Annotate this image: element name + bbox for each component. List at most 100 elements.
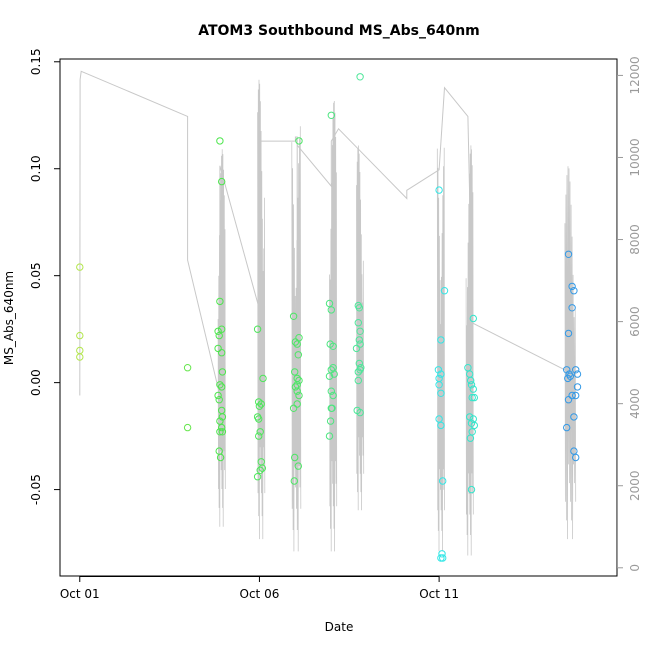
data-point	[356, 327, 364, 335]
data-point	[257, 400, 265, 408]
data-point	[325, 372, 334, 380]
data-point	[354, 376, 362, 385]
data-point	[356, 73, 364, 81]
data-point	[218, 349, 226, 357]
data-point	[568, 304, 576, 312]
data-point	[326, 417, 335, 425]
data-point	[291, 453, 299, 462]
altitude-series	[79, 70, 577, 556]
data-point	[289, 312, 298, 320]
data-point	[290, 477, 298, 485]
altitude-burst-line	[436, 147, 445, 552]
data-point	[327, 306, 335, 314]
altitude-burst-line	[329, 100, 338, 552]
data-point	[354, 319, 362, 327]
data-point	[572, 453, 580, 462]
data-point	[437, 554, 445, 562]
data-point	[216, 137, 224, 145]
data-point	[327, 387, 335, 395]
data-point	[564, 374, 572, 383]
altitude-line	[79, 70, 567, 396]
data-point	[259, 374, 267, 383]
data-point	[572, 391, 580, 400]
data-point	[434, 366, 443, 374]
y2-tick-label: 0	[628, 564, 642, 572]
data-point	[218, 368, 227, 376]
data-point	[437, 421, 445, 430]
data-point	[564, 396, 573, 404]
chart-title: ATOM3 Southbound MS_Abs_640nm	[198, 23, 480, 39]
data-point	[294, 351, 302, 359]
data-point	[216, 453, 225, 462]
y2-tick-label: 12000	[628, 56, 642, 94]
data-point	[76, 353, 84, 361]
data-point	[356, 408, 364, 417]
x-tick-label: Oct 01	[60, 587, 100, 601]
data-point	[327, 111, 335, 120]
data-point	[329, 391, 337, 400]
y-tick-label: 0.15	[29, 48, 43, 75]
data-point	[214, 344, 222, 353]
data-point	[437, 370, 445, 378]
data-point	[216, 428, 224, 436]
y-tick-label: 0.05	[29, 262, 43, 289]
data-point	[437, 389, 445, 397]
data-point	[258, 464, 266, 472]
data-point	[467, 485, 476, 494]
data-point	[218, 428, 227, 436]
x-tick-label: Oct 11	[419, 587, 459, 601]
data-point	[218, 325, 226, 333]
data-point	[440, 287, 449, 295]
data-point	[255, 415, 263, 423]
data-point	[214, 327, 222, 335]
data-point	[564, 329, 573, 338]
y2-tick-label: 2000	[628, 470, 642, 501]
data-point	[256, 428, 264, 436]
data-point	[329, 342, 337, 350]
data-point	[216, 381, 224, 389]
altitude-burst-line	[291, 126, 302, 552]
altitude-burst-line	[257, 79, 266, 540]
data-point	[183, 423, 192, 432]
data-point	[293, 387, 301, 395]
y2-tick-label: 10000	[628, 138, 642, 176]
data-point	[255, 402, 264, 410]
data-point	[435, 381, 443, 389]
data-point	[563, 423, 571, 432]
data-point	[218, 177, 226, 186]
data-point	[438, 550, 446, 558]
data-point	[355, 336, 363, 344]
data-point	[470, 393, 478, 402]
data-point	[215, 396, 223, 404]
data-point	[573, 383, 582, 391]
data-point	[218, 423, 226, 432]
data-point	[295, 391, 303, 400]
plot-frame	[59, 58, 618, 577]
data-point	[564, 250, 573, 259]
data-point	[216, 417, 224, 425]
data-point	[573, 370, 582, 378]
y-tick-label: 0.00	[29, 369, 43, 396]
data-point	[256, 466, 264, 474]
data-point	[291, 368, 299, 376]
data-point	[566, 372, 574, 380]
data-point	[183, 364, 192, 372]
data-point	[214, 391, 222, 400]
data-point	[215, 331, 223, 340]
data-point	[327, 404, 335, 412]
data-point	[467, 381, 476, 389]
data-point	[330, 370, 338, 378]
data-point	[293, 400, 301, 408]
y2-tick-label: 4000	[628, 388, 642, 419]
data-point	[76, 331, 84, 340]
altitude-burst-line	[465, 145, 474, 556]
data-point	[355, 304, 363, 312]
y-axis-label: MS_Abs_640nm	[2, 271, 16, 365]
altitude-burst-line	[564, 166, 577, 540]
y-tick-label: 0.10	[29, 155, 43, 182]
data-point	[255, 432, 263, 440]
data-point	[467, 376, 475, 385]
data-point	[468, 393, 476, 402]
y-tick-label: -0.05	[29, 474, 43, 505]
